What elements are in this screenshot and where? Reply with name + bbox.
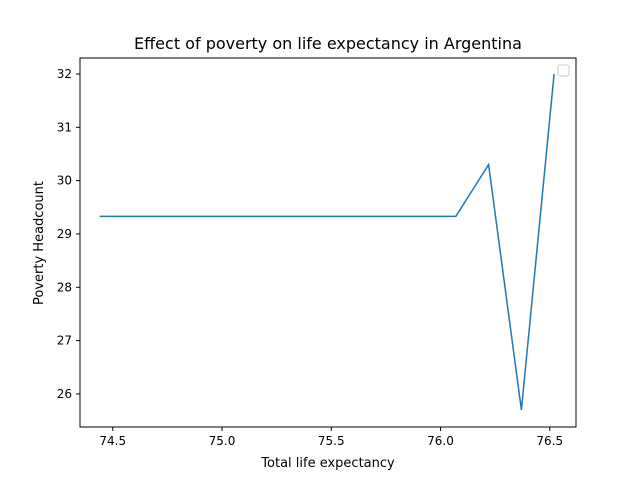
- y-tick-label: 29: [57, 227, 72, 241]
- series-layer: [99, 73, 555, 410]
- x-tick-label: 75.5: [318, 434, 345, 448]
- x-tick-label: 75.0: [209, 434, 236, 448]
- series-line: [99, 73, 555, 410]
- y-tick-label: 31: [57, 120, 72, 134]
- x-tick-label: 76.0: [427, 434, 454, 448]
- x-tick-label: 74.5: [99, 434, 126, 448]
- y-tick-label: 28: [57, 280, 72, 294]
- x-axis: 74.5 75.0 75.5 76.0 76.5: [99, 427, 563, 448]
- plot-area: [79, 57, 577, 428]
- x-tick-label: 76.5: [536, 434, 563, 448]
- y-tick-label: 30: [57, 174, 72, 188]
- y-tick-label: 27: [57, 334, 72, 348]
- chart-title: Effect of poverty on life expectancy in …: [134, 34, 522, 53]
- axes-frame: [79, 57, 577, 428]
- legend-box: [557, 64, 570, 77]
- y-axis: 26 27 28 29 30 31 32: [57, 67, 80, 401]
- x-axis-label: Total life expectancy: [260, 456, 395, 471]
- y-tick-label: 32: [57, 67, 72, 81]
- y-axis-label: Poverty Headcount: [32, 181, 47, 305]
- y-tick-label: 26: [57, 387, 72, 401]
